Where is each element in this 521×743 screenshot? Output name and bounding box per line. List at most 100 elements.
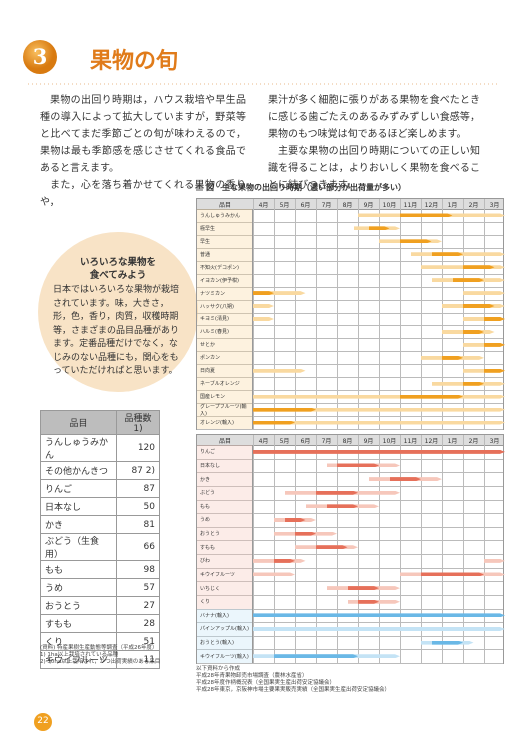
market-period	[253, 304, 274, 308]
count-cell: 87	[116, 479, 160, 498]
month-line	[442, 199, 443, 429]
source: 平成28年青果物卸売市場調査（農林水産省）	[196, 673, 308, 679]
item-label: ポンカン	[197, 351, 253, 365]
table-body: うんしゅうみかん 120 その他かんきつ 87 2) りんご 87 日本なし 50 かき 81 ぶど…	[40, 434, 160, 669]
item-cell: かき	[40, 515, 117, 534]
peak-period	[285, 518, 306, 522]
peak-period	[253, 450, 505, 454]
count-cell: 57	[116, 578, 160, 597]
item-cell: うめ	[40, 578, 117, 597]
table-header: 品目 品種数1)	[40, 410, 160, 435]
paragraph: 果汁が多く細胞に張りがある果物を食べたときに感じる歯ごたえのあるみずみずしい食感…	[268, 95, 480, 140]
column-title: いろいろな果物を 食べてみよう	[79, 257, 156, 281]
timeline-row: グレープフルーツ(輸入)	[197, 403, 503, 418]
item-label: キウイフルーツ(輸入)	[197, 649, 253, 663]
timeline-row: いちじく	[197, 581, 503, 596]
month-line	[295, 199, 296, 429]
count-cell: 87 2)	[116, 461, 160, 480]
peak-period	[274, 559, 295, 563]
item-label: りんご	[197, 445, 253, 459]
peak-period	[316, 545, 348, 549]
count-cell: 27	[116, 596, 160, 615]
item-label: おうとう(輸入)	[197, 635, 253, 650]
timeline-row: おうとう	[197, 526, 503, 542]
peak-period	[484, 317, 505, 321]
month-line	[253, 199, 254, 429]
peak-period	[432, 641, 464, 645]
timeline-row: ナツミカン	[197, 286, 503, 301]
timeline-row: りんご	[197, 445, 503, 460]
month-line	[316, 199, 317, 429]
item-label: グレープフルーツ(輸入)	[197, 403, 253, 417]
timeline-row: ネーブルオレンジ	[197, 377, 503, 392]
number-badge	[23, 40, 57, 74]
timeline-row: ハッサク(八朔)	[197, 299, 503, 314]
item-label: うめ	[197, 513, 253, 527]
market-period	[253, 369, 306, 373]
item-cell: ぶどう（生食用）	[40, 533, 117, 561]
item-header: 品目	[218, 202, 231, 209]
sources: 以下資料から作成 平成28年青果物卸売市場調査（農林水産省） 平成28年度作柄概況表…	[196, 666, 496, 694]
table-row: ぶどう（生食用） 66	[40, 533, 160, 561]
month-line	[253, 435, 254, 663]
paragraph: 果物の出回り時期は，ハウス栽培や早生品種の導入によって拡大していますが，野菜等と…	[40, 95, 246, 174]
timeline-row: 日向夏	[197, 364, 503, 379]
peak-period	[442, 356, 463, 360]
timeline-row: もも	[197, 499, 503, 515]
header-cell: 品種数1)	[116, 410, 160, 435]
month-header: 2月	[468, 438, 479, 445]
timeline-row: うんしゅうみかん	[197, 209, 503, 223]
peak-period	[253, 408, 316, 412]
market-period	[253, 317, 274, 321]
item-label: ハッサク(八朔)	[197, 299, 253, 313]
count-cell: 50	[116, 497, 160, 516]
peak-period	[316, 491, 358, 495]
month-header: 6月	[300, 438, 311, 445]
item-cell: すもも	[40, 614, 117, 633]
peak-period	[253, 291, 274, 295]
table-row: りんご 87	[40, 479, 160, 498]
timeline-row: バナナ(輸入)	[197, 608, 503, 624]
item-label: キヨミ(清見)	[197, 312, 253, 326]
month-header: 11月	[403, 438, 418, 445]
peak-period	[421, 572, 484, 576]
item-label: オレンジ(輸入)	[197, 416, 253, 429]
peak-period	[463, 304, 495, 308]
month-line	[400, 199, 401, 429]
peak-period	[463, 265, 495, 269]
timeline-row: おうとう(輸入)	[197, 635, 503, 651]
timeline-row: うめ	[197, 513, 503, 528]
section-title: 果物の旬	[90, 49, 179, 74]
source: 以下資料から作成	[196, 666, 241, 672]
item-label: いちじく	[197, 581, 253, 595]
item-label: 早生	[197, 234, 253, 248]
month-header: 1月	[447, 202, 458, 209]
timeline-row: ポンカン	[197, 351, 503, 366]
peak-period	[463, 330, 484, 334]
peak-period	[369, 226, 390, 230]
item-label: くり	[197, 594, 253, 609]
table-row: 日本なし 50	[40, 497, 160, 516]
month-header: 3月	[489, 438, 500, 445]
month-header: 4月	[258, 202, 269, 209]
item-label: 国産レモン	[197, 390, 253, 404]
month-header: 3月	[489, 202, 500, 209]
market-period	[253, 572, 295, 576]
month-line	[274, 199, 275, 429]
item-cell: おうとう	[40, 596, 117, 615]
item-label: 不知火(デコポン)	[197, 260, 253, 274]
item-label: かき	[197, 472, 253, 486]
timeline-row: 早生	[197, 234, 503, 249]
count-cell: 98	[116, 560, 160, 579]
table-row: おうとう 27	[40, 596, 160, 615]
month-header: 8月	[342, 438, 353, 445]
peak-period	[348, 586, 380, 590]
timeline-row: かき	[197, 472, 503, 487]
month-header: 2月	[468, 202, 479, 209]
month-line	[421, 435, 422, 663]
item-cell: うんしゅうみかん	[40, 434, 117, 462]
figure-title: 図 主な果物の出回り時期（濃い部分が出荷量が多い）	[206, 183, 406, 192]
intro-right: 果汁が多く細胞に張りがある果物を食べたときに感じる歯ごたえのあるみずみずしい食感…	[268, 92, 480, 194]
timeline-row: 極早生	[197, 221, 503, 236]
